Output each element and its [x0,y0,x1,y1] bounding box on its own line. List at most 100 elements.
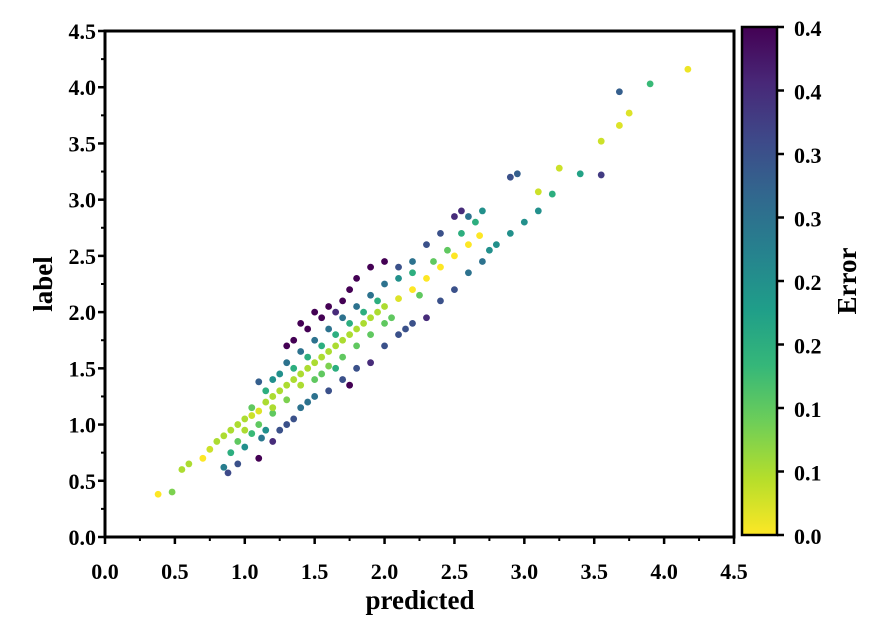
y-tick-label: 1.0 [69,413,97,438]
y-tick-label: 4.5 [69,19,97,44]
data-point [311,359,319,367]
data-point [597,137,605,145]
colorbar-tick-label: 0.2 [794,270,822,295]
data-point [485,246,493,254]
data-point [325,303,333,310]
data-point [476,232,484,240]
y-tick-label: 4.0 [69,75,97,100]
data-point [276,426,284,434]
data-point [506,173,514,181]
data-point [213,438,221,445]
data-point [283,381,291,389]
data-point [437,230,444,237]
data-point [423,274,430,282]
data-point [332,331,340,338]
y-tick-label: 2.5 [69,244,97,269]
x-tick-label: 4.0 [650,559,678,584]
data-point [353,303,360,310]
data-point [325,348,333,355]
data-point [297,348,305,355]
colorbar-tick-label: 0.1 [794,397,822,422]
data-point [395,263,402,271]
data-point [479,258,486,265]
data-point [395,331,402,338]
data-point [304,398,312,406]
data-point [381,342,388,350]
data-point [615,88,623,96]
data-point [255,407,263,415]
data-point [269,404,277,412]
data-point [416,291,423,299]
data-point [234,421,242,428]
data-point [325,362,333,370]
data-point [283,359,291,367]
data-point [353,274,360,282]
data-point [367,291,374,299]
data-point [304,364,312,372]
data-point [318,342,326,350]
data-point [199,454,207,462]
data-point [409,269,416,277]
data-point [430,258,437,265]
data-point [255,421,263,428]
data-point [339,336,347,344]
data-point [269,376,277,383]
data-point [381,280,388,288]
x-tick-label: 0.0 [91,559,119,584]
x-tick-label: 2.0 [371,559,399,584]
data-point [346,319,354,327]
data-point [241,443,249,451]
data-point [297,404,305,412]
data-point [374,297,381,305]
data-point [409,286,416,294]
y-tick-label: 3.0 [69,188,97,213]
y-axis: 0.0 0.5 1.0 1.5 2.0 2.5 3.0 3.5 4.0 4.5 [69,19,105,550]
data-point [381,319,388,327]
data-point [437,263,444,271]
data-point [283,396,291,404]
data-point [234,460,242,468]
data-point [360,308,367,316]
plot-frame [103,29,736,539]
data-point [262,387,270,395]
data-point [423,241,430,249]
data-point [451,213,458,220]
data-point [262,426,270,434]
data-point [534,188,542,196]
data-point [534,207,542,215]
data-point [353,364,360,372]
data-point [646,80,654,88]
data-point [154,490,162,498]
data-point [388,314,395,322]
data-point [513,170,521,178]
data-point [465,241,472,249]
colorbar-tick-label: 0.2 [794,334,822,359]
data-point [332,364,340,372]
data-point [346,331,354,338]
data-point [311,336,319,344]
data-point [381,303,388,310]
data-point [318,314,326,322]
y-tick-label: 1.5 [69,356,97,381]
x-tick-label: 1.0 [231,559,259,584]
data-point [304,325,312,333]
data-point [395,274,402,282]
data-point [458,230,465,237]
data-point [290,376,298,383]
colorbar-tick-label: 0.4 [794,16,822,41]
colorbar [740,25,779,537]
data-point [234,438,242,445]
data-point [402,325,409,333]
data-point [248,430,256,437]
data-point [409,319,416,327]
data-point [684,65,692,73]
data-point [381,258,388,265]
data-point [269,393,277,400]
data-point [346,286,354,294]
data-point [339,314,347,322]
data-point [576,170,584,178]
points-layer [154,65,692,498]
data-point [465,269,472,277]
data-point [360,319,367,327]
